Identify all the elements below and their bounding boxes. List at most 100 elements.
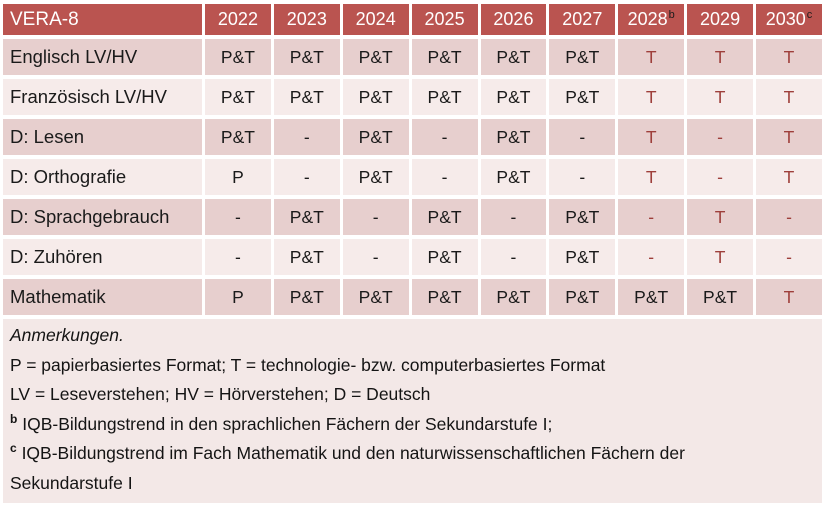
year-label: 2025	[424, 9, 465, 29]
cell-value: P&T	[480, 39, 547, 75]
year-label: 2023	[286, 9, 327, 29]
cell-value: -	[549, 159, 616, 195]
cell-value: -	[273, 119, 340, 155]
cell-value: P&T	[342, 279, 409, 315]
cell-value: -	[205, 199, 271, 235]
row-label: Französisch LV/HV	[3, 79, 202, 115]
cell-value: P&T	[273, 79, 340, 115]
year-footnote-marker: c	[806, 9, 813, 21]
table-header-row: VERA-8 2022 2023 2024 2025 2026 2027 2028b 2029…	[3, 4, 822, 35]
table-body: Englisch LV/HV P&T P&T P&T P&T P&T P&T T T T Franz…	[3, 39, 822, 315]
cell-value: -	[480, 199, 547, 235]
cell-value: P&T	[342, 79, 409, 115]
year-label: 2028	[627, 9, 668, 29]
cell-value: -	[618, 239, 685, 275]
cell-value: P&T	[549, 279, 616, 315]
cell-value: T	[756, 79, 822, 115]
cell-value: P	[205, 279, 271, 315]
cell-value: T	[687, 239, 753, 275]
year-header-2024: 2024	[342, 4, 409, 35]
cell-value: T	[756, 159, 822, 195]
year-header-2026: 2026	[480, 4, 547, 35]
cell-value: -	[687, 159, 753, 195]
cell-value: -	[549, 119, 616, 155]
row-label: D: Sprachgebrauch	[3, 199, 202, 235]
cell-value: P&T	[549, 199, 616, 235]
cell-value: -	[756, 199, 822, 235]
cell-value: P&T	[480, 159, 547, 195]
cell-value: P&T	[273, 279, 340, 315]
cell-value: P&T	[273, 39, 340, 75]
cell-value: -	[480, 239, 547, 275]
cell-value: P&T	[549, 239, 616, 275]
cell-value: -	[411, 159, 478, 195]
table-notes: Anmerkungen. P = papierbasiertes Format;…	[3, 319, 822, 503]
cell-value: T	[618, 119, 685, 155]
row-label: Mathematik	[3, 279, 202, 315]
cell-value: P&T	[411, 199, 478, 235]
note-format-legend: P = papierbasiertes Format; T = technolo…	[10, 354, 606, 375]
footnote-c-marker: c	[10, 441, 17, 456]
cell-value: -	[342, 239, 409, 275]
cell-value: P	[205, 159, 271, 195]
year-footnote-marker: b	[668, 9, 675, 21]
table-row: D: Orthografie P - P&T - P&T - T - T	[3, 159, 822, 195]
cell-value: P&T	[480, 279, 547, 315]
cell-value: -	[342, 199, 409, 235]
note-abbreviation-legend: LV = Leseverstehen; HV = Hörverstehen; D…	[10, 384, 431, 404]
year-label: 2027	[562, 9, 603, 29]
cell-value: P&T	[687, 279, 753, 315]
year-header-2029: 2029	[687, 4, 753, 35]
footnote-b: b IQB-Bildungstrend in den sprachlichen …	[10, 410, 814, 440]
cell-value: P&T	[205, 79, 271, 115]
footnote-b-marker: b	[10, 411, 18, 426]
table-head: VERA-8 2022 2023 2024 2025 2026 2027 2028b 2029…	[3, 4, 822, 35]
year-label: 2029	[700, 9, 741, 29]
cell-value: P&T	[549, 79, 616, 115]
cell-value: -	[411, 119, 478, 155]
year-header-2028: 2028b	[618, 4, 685, 35]
row-label: D: Zuhören	[3, 239, 202, 275]
year-label: 2030	[765, 9, 806, 29]
cell-value: P&T	[618, 279, 685, 315]
year-header-2025: 2025	[411, 4, 478, 35]
year-header-2023: 2023	[273, 4, 340, 35]
table-row: D: Zuhören - P&T - P&T - P&T - T -	[3, 239, 822, 275]
table-row: Mathematik P P&T P&T P&T P&T P&T P&T P&T T	[3, 279, 822, 315]
cell-value: T	[687, 79, 753, 115]
notes-heading: Anmerkungen.	[10, 325, 124, 345]
cell-value: T	[756, 39, 822, 75]
cell-value: P&T	[411, 39, 478, 75]
cell-value: P&T	[549, 39, 616, 75]
year-label: 2022	[217, 9, 258, 29]
cell-value: P&T	[480, 119, 547, 155]
cell-value: P&T	[205, 39, 271, 75]
cell-value: P&T	[342, 39, 409, 75]
footnote-c-text: IQB-Bildungstrend im Fach Mathematik und…	[10, 443, 685, 493]
cell-value: P&T	[411, 239, 478, 275]
cell-value: T	[756, 279, 822, 315]
table-row: D: Lesen P&T - P&T - P&T - T - T	[3, 119, 822, 155]
cell-value: T	[618, 39, 685, 75]
cell-value: -	[618, 199, 685, 235]
vera8-table: VERA-8 2022 2023 2024 2025 2026 2027 2028b 2029…	[3, 4, 822, 315]
cell-value: T	[618, 159, 685, 195]
cell-value: P&T	[342, 159, 409, 195]
cell-value: P&T	[273, 239, 340, 275]
table-row: Englisch LV/HV P&T P&T P&T P&T P&T P&T T T T	[3, 39, 822, 75]
cell-value: P&T	[411, 79, 478, 115]
row-label: Englisch LV/HV	[3, 39, 202, 75]
year-header-2022: 2022	[205, 4, 271, 35]
cell-value: P&T	[411, 279, 478, 315]
cell-value: P&T	[480, 79, 547, 115]
cell-value: P&T	[273, 199, 340, 235]
cell-value: P&T	[205, 119, 271, 155]
year-label: 2026	[493, 9, 534, 29]
year-header-2030: 2030c	[756, 4, 822, 35]
table-row: D: Sprachgebrauch - P&T - P&T - P&T - T -	[3, 199, 822, 235]
cell-value: -	[687, 119, 753, 155]
cell-value: T	[618, 79, 685, 115]
cell-value: T	[687, 199, 753, 235]
cell-value: -	[756, 239, 822, 275]
